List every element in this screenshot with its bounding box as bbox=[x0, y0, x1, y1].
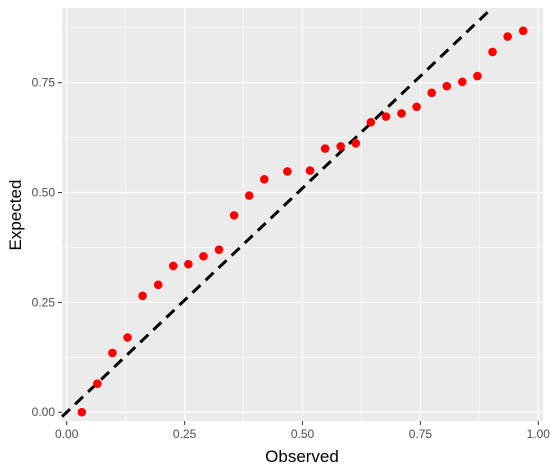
data-point bbox=[260, 175, 269, 184]
x-tick-label: 0.00 bbox=[55, 427, 79, 441]
y-tick-label: 0.75 bbox=[32, 76, 56, 90]
data-point bbox=[108, 348, 117, 358]
data-point bbox=[320, 144, 330, 153]
data-point bbox=[397, 109, 406, 118]
data-point bbox=[244, 191, 254, 200]
data-point bbox=[473, 71, 482, 81]
data-point bbox=[138, 291, 147, 301]
y-tick-label: 0.50 bbox=[32, 186, 56, 200]
y-axis-title: Expected bbox=[6, 180, 25, 251]
x-tick-label: 0.75 bbox=[409, 427, 433, 441]
data-point bbox=[229, 211, 239, 220]
data-point bbox=[412, 102, 421, 112]
x-tick-label: 0.50 bbox=[291, 427, 315, 441]
data-point bbox=[427, 88, 437, 98]
scatter-points bbox=[77, 26, 528, 417]
y-tick-label: 0.00 bbox=[32, 405, 56, 419]
data-point bbox=[283, 167, 292, 176]
data-point bbox=[381, 112, 391, 121]
x-axis-title: Observed bbox=[265, 447, 339, 466]
data-point bbox=[93, 379, 102, 388]
y-tick-label: 0.25 bbox=[32, 295, 56, 309]
x-axis-ticks: 0.00 0.25 0.50 0.75 1.00 bbox=[55, 421, 550, 441]
data-point bbox=[168, 261, 178, 271]
data-point bbox=[214, 245, 224, 254]
x-tick-label: 0.25 bbox=[173, 427, 197, 441]
major-grid bbox=[62, 8, 543, 421]
data-point bbox=[366, 117, 376, 127]
data-point bbox=[153, 280, 163, 290]
data-point bbox=[518, 26, 528, 36]
data-point bbox=[336, 142, 345, 151]
data-point bbox=[503, 32, 512, 41]
x-tick-label: 1.00 bbox=[527, 427, 550, 441]
data-point bbox=[305, 166, 315, 175]
data-point bbox=[123, 333, 132, 342]
data-point bbox=[199, 251, 208, 261]
y-axis-ticks: 0.00 0.25 0.50 0.75 bbox=[32, 76, 62, 419]
reference-diagonal-line bbox=[60, 6, 494, 418]
data-point bbox=[184, 259, 193, 269]
data-point bbox=[458, 77, 467, 87]
data-point bbox=[442, 81, 452, 91]
data-point bbox=[488, 47, 497, 57]
data-point bbox=[351, 139, 361, 148]
data-point bbox=[77, 407, 87, 417]
